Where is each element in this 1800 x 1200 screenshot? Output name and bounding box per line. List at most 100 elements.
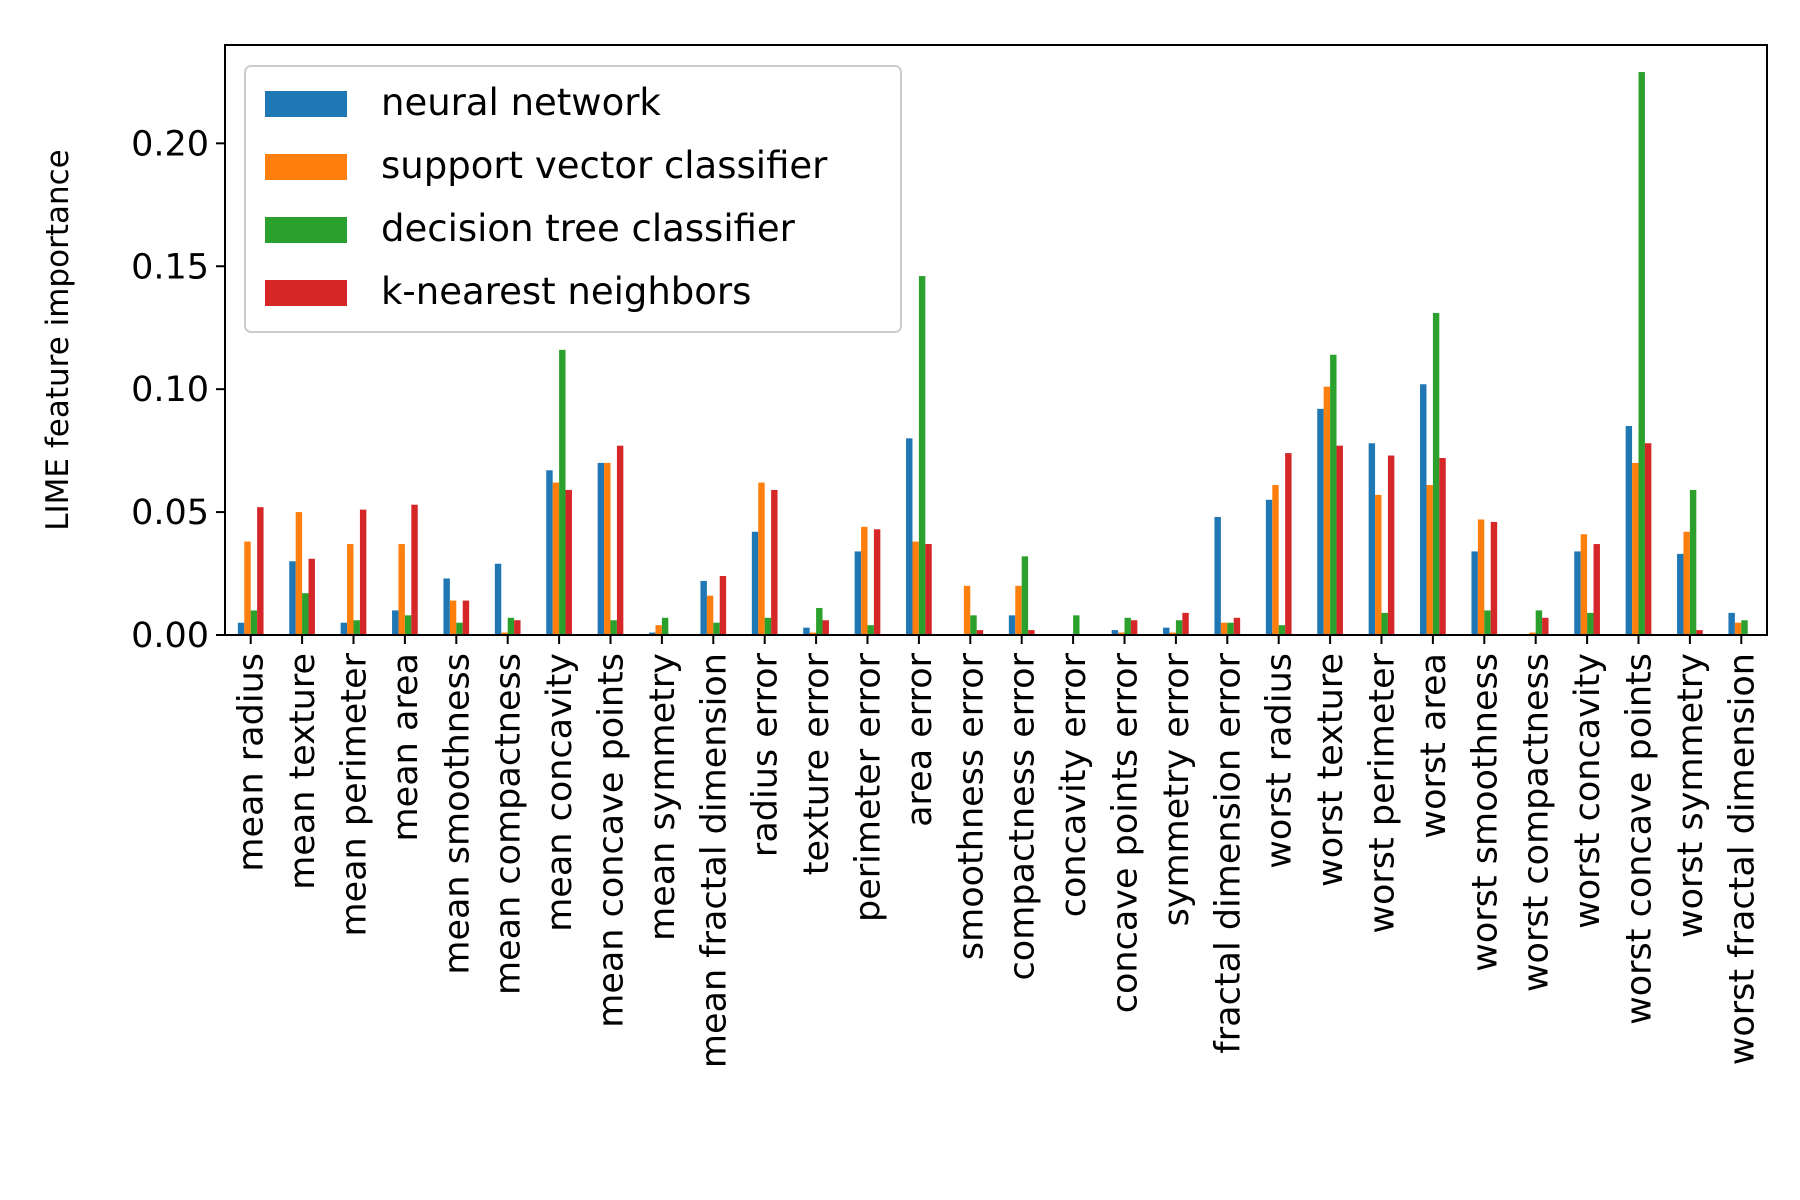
bar-neural-network-0 [237,622,245,635]
legend-swatch-k-nearest-neighbors [265,280,347,306]
bar-decision-tree-classifier-15 [1021,556,1029,635]
bar-decision-tree-classifier-0 [250,610,258,635]
bar-decision-tree-classifier-28 [1689,489,1697,635]
x-tick-label-6: mean concavity [540,653,580,932]
y-tick-label-4: 0.20 [131,124,209,164]
bar-k-nearest-neighbors-23 [1439,458,1446,635]
bar-support-vector-classifier-21 [1323,386,1331,635]
x-tick-label-17: concave points error [1106,652,1146,1013]
bar-neural-network-7 [597,462,605,635]
bar-k-nearest-neighbors-20 [1285,453,1292,635]
x-tick-label-18: symmetry error [1157,652,1197,926]
x-tick-label-24: worst smoothness [1465,653,1505,972]
bar-support-vector-classifier-8 [655,625,662,635]
bar-neural-network-5 [494,563,502,635]
x-tick-label-14: smoothness error [951,652,991,960]
x-tick-label-7: mean concave points [592,653,632,1028]
bar-decision-tree-classifier-7 [610,620,617,635]
bar-support-vector-classifier-17 [1118,632,1125,635]
bar-decision-tree-classifier-13 [918,276,926,635]
bar-decision-tree-classifier-19 [1227,622,1234,635]
bar-k-nearest-neighbors-21 [1336,445,1343,635]
bar-support-vector-classifier-28 [1683,531,1690,635]
bar-support-vector-classifier-14 [963,585,971,635]
bar-support-vector-classifier-11 [809,632,817,635]
legend-label-support-vector-classifier: support vector classifier [381,144,828,187]
bar-k-nearest-neighbors-6 [565,489,572,635]
bar-k-nearest-neighbors-9 [719,576,727,635]
bar-k-nearest-neighbors-1 [308,558,315,635]
bar-neural-network-20 [1265,499,1273,635]
bar-neural-network-11 [803,627,810,636]
bar-decision-tree-classifier-21 [1330,354,1337,635]
bar-decision-tree-classifier-10 [764,617,772,635]
legend-swatch-decision-tree-classifier [265,217,347,243]
plot-frame [224,44,1768,636]
bar-support-vector-classifier-22 [1375,494,1382,636]
x-tick-label-13: area error [900,652,940,827]
x-tick-label-21: worst texture [1311,653,1351,887]
x-axis: mean radius mean texture mean perimeter mea… [232,635,1762,1068]
bar-support-vector-classifier-10 [758,482,765,635]
bar-decision-tree-classifier-8 [661,617,669,635]
bar-neural-network-23 [1420,384,1427,635]
y-tick-label-2: 0.10 [131,370,209,410]
legend-box [244,65,902,333]
bar-support-vector-classifier-15 [1015,585,1022,635]
bar-neural-network-29 [1728,612,1735,636]
x-tick-label-15: compactness error [1003,652,1043,980]
bar-decision-tree-classifier-20 [1278,625,1286,635]
bar-decision-tree-classifier-5 [507,617,515,635]
x-tick-label-8: mean symmetry [643,653,683,941]
bar-support-vector-classifier-20 [1272,485,1279,635]
y-tick-label-1: 0.05 [131,493,209,533]
bar-k-nearest-neighbors-15 [1028,630,1035,635]
x-tick-label-25: worst compactness [1517,653,1557,992]
bar-neural-network-24 [1471,551,1478,635]
bar-support-vector-classifier-3 [398,544,405,635]
bars-layer [237,72,1748,636]
bar-support-vector-classifier-24 [1477,519,1485,635]
x-tick-label-16: concavity error [1054,652,1094,917]
bar-decision-tree-classifier-16 [1073,615,1080,635]
y-tick-label-0: 0.00 [131,616,209,656]
bar-decision-tree-classifier-14 [970,615,977,635]
bar-k-nearest-neighbors-4 [462,600,470,635]
bar-neural-network-17 [1111,630,1119,635]
bar-k-nearest-neighbors-11 [822,620,829,635]
bar-neural-network-3 [392,610,399,635]
bar-k-nearest-neighbors-13 [925,544,932,635]
bar-neural-network-1 [289,561,296,635]
x-tick-label-23: worst area [1414,653,1454,839]
bar-neural-network-22 [1368,443,1376,635]
bar-decision-tree-classifier-6 [559,349,566,635]
legend-swatch-neural-network [265,91,347,117]
bar-support-vector-classifier-9 [706,595,714,635]
bar-support-vector-classifier-7 [604,462,611,635]
bar-k-nearest-neighbors-5 [514,620,521,635]
bar-k-nearest-neighbors-25 [1542,617,1549,635]
bar-neural-network-28 [1677,553,1684,636]
bar-support-vector-classifier-25 [1529,632,1536,635]
bar-neural-network-13 [906,438,913,635]
bar-decision-tree-classifier-17 [1124,617,1131,635]
bar-support-vector-classifier-29 [1734,622,1742,635]
x-tick-label-20: worst radius [1260,653,1300,869]
bar-k-nearest-neighbors-24 [1490,521,1498,635]
x-tick-label-22: worst perimeter [1363,652,1403,933]
bar-k-nearest-neighbors-22 [1387,455,1395,635]
x-tick-label-10: radius error [746,652,786,857]
bar-k-nearest-neighbors-12 [873,529,881,635]
bar-k-nearest-neighbors-10 [771,489,778,635]
bar-k-nearest-neighbors-27 [1644,443,1652,635]
bar-decision-tree-classifier-25 [1535,610,1543,635]
bar-decision-tree-classifier-22 [1381,612,1388,636]
bar-support-vector-classifier-26 [1580,534,1588,635]
x-tick-label-11: texture error [797,652,837,875]
x-tick-label-4: mean smoothness [437,653,477,975]
bar-support-vector-classifier-4 [449,600,457,635]
bar-neural-network-18 [1163,627,1170,636]
bar-decision-tree-classifier-3 [404,615,412,635]
bar-neural-network-8 [649,632,656,635]
bar-support-vector-classifier-6 [552,482,560,635]
